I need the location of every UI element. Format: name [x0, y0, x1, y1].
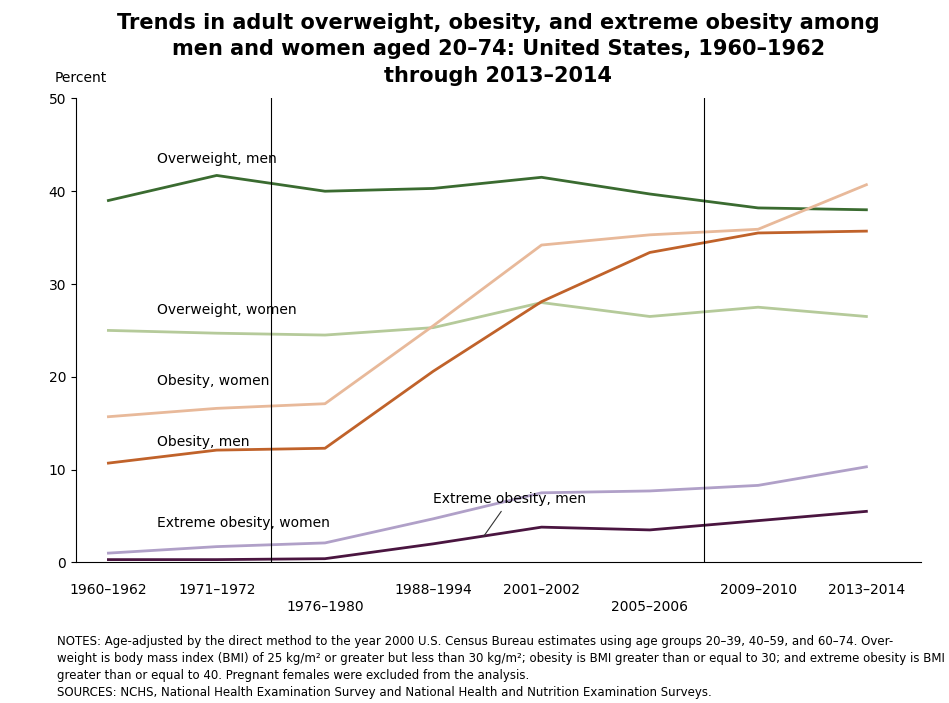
Text: 2005–2006: 2005–2006 — [611, 600, 688, 614]
Text: 2001–2002: 2001–2002 — [503, 583, 580, 597]
Text: 1988–1994: 1988–1994 — [395, 583, 473, 597]
Text: NOTES: Age-adjusted by the direct method to the year 2000 U.S. Census Bureau est: NOTES: Age-adjusted by the direct method… — [57, 636, 945, 699]
Text: Extreme obesity, men: Extreme obesity, men — [434, 492, 586, 536]
Text: Obesity, men: Obesity, men — [158, 434, 250, 449]
Text: Percent: Percent — [54, 70, 106, 84]
Text: Obesity, women: Obesity, women — [158, 375, 270, 389]
Text: 1960–1962: 1960–1962 — [69, 583, 147, 597]
Text: 1971–1972: 1971–1972 — [178, 583, 255, 597]
Title: Trends in adult overweight, obesity, and extreme obesity among
men and women age: Trends in adult overweight, obesity, and… — [117, 13, 880, 86]
Text: Overweight, women: Overweight, women — [158, 303, 297, 317]
Text: 2013–2014: 2013–2014 — [828, 583, 905, 597]
Text: 2009–2010: 2009–2010 — [719, 583, 796, 597]
Text: Overweight, men: Overweight, men — [158, 152, 277, 166]
Text: Extreme obesity, women: Extreme obesity, women — [158, 517, 330, 531]
Text: 1976–1980: 1976–1980 — [287, 600, 363, 614]
